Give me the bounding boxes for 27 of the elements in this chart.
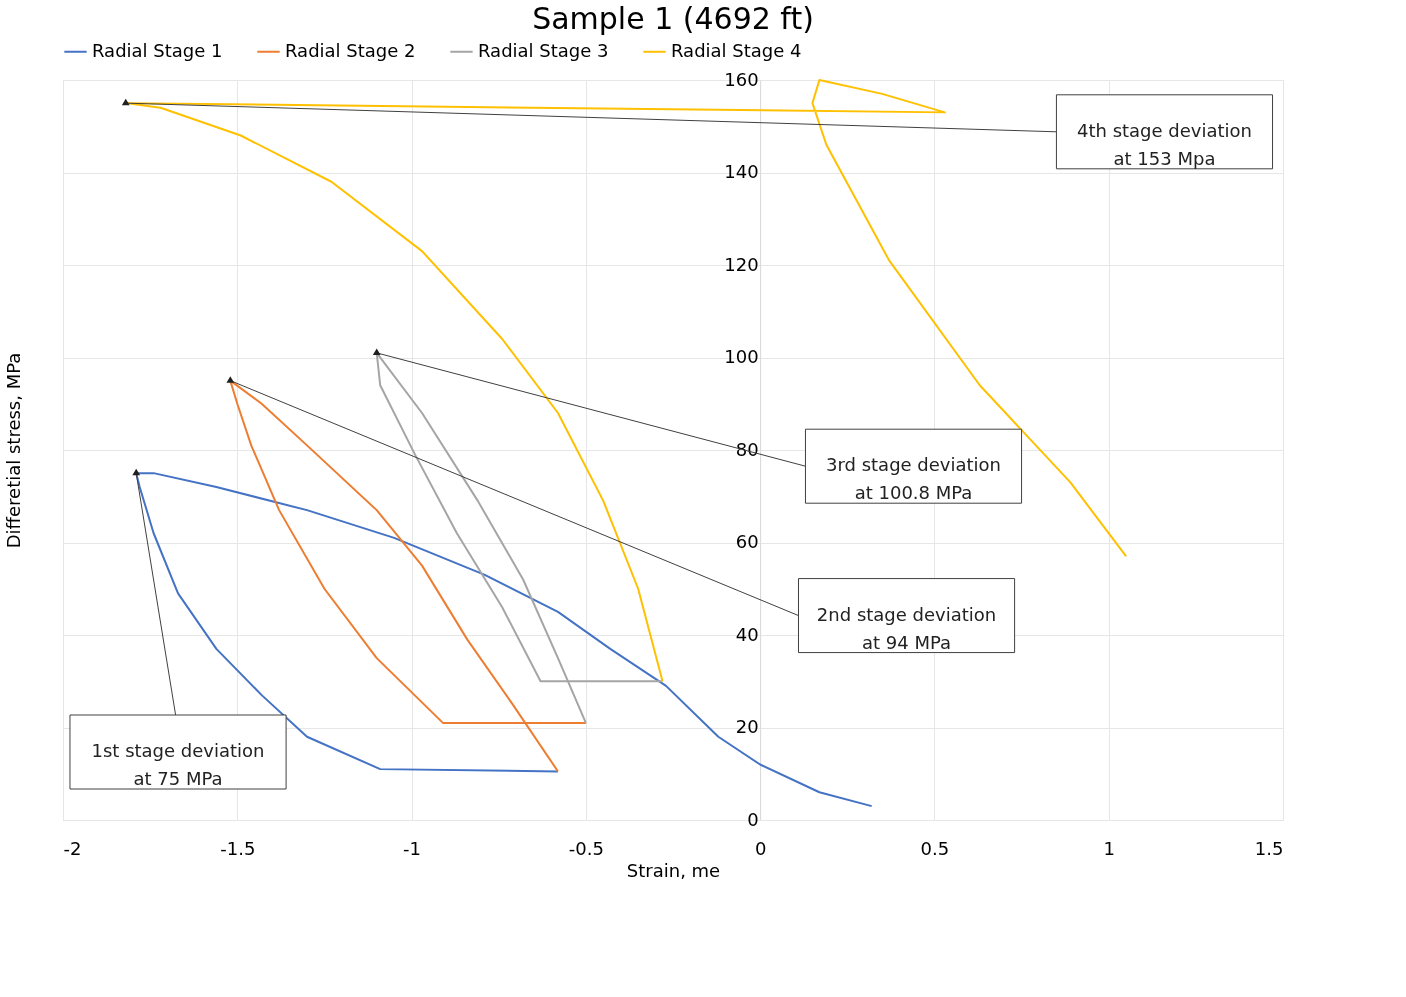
x-tick-label: 1 [1103, 837, 1115, 859]
y-tick-label: 140 [724, 161, 759, 182]
y-tick-label: 40 [735, 623, 759, 645]
y-tick-label: 100 [724, 346, 759, 367]
legend-label: Radial Stage 4 [671, 39, 802, 61]
x-tick-label: -1.5 [220, 837, 256, 859]
x-axis-title: Strain, me [626, 859, 721, 881]
legend-label: Radial Stage 3 [478, 39, 609, 61]
y-axis-title: Differetial stress, MPa [2, 352, 24, 549]
x-tick-label: -1 [403, 837, 422, 859]
annotation: 1st stage deviation at 75 MPa [91, 740, 265, 790]
annotation: 3rd stage deviation at 100.8 MPa [825, 454, 1002, 504]
y-tick-label: 120 [724, 253, 759, 275]
x-tick-label: -2 [63, 837, 82, 859]
y-tick-label: 80 [735, 438, 759, 460]
legend-label: Radial Stage 1 [92, 39, 223, 61]
x-tick-label: 0.5 [920, 837, 950, 859]
y-tick-label: 0 [747, 808, 759, 830]
x-tick-label: -0.5 [568, 837, 604, 859]
annotation: 2nd stage deviation at 94 MPa [816, 603, 997, 653]
y-tick-label: 60 [735, 531, 759, 552]
chart-title: Sample 1 (4692 ft) [532, 1, 814, 36]
legend-label: Radial Stage 2 [285, 39, 416, 61]
annotation: 4th stage deviation at 153 Mpa [1076, 119, 1252, 169]
y-tick-label: 160 [724, 68, 759, 90]
y-tick-label: 20 [735, 716, 759, 737]
x-tick-label: 1.5 [1254, 837, 1284, 859]
